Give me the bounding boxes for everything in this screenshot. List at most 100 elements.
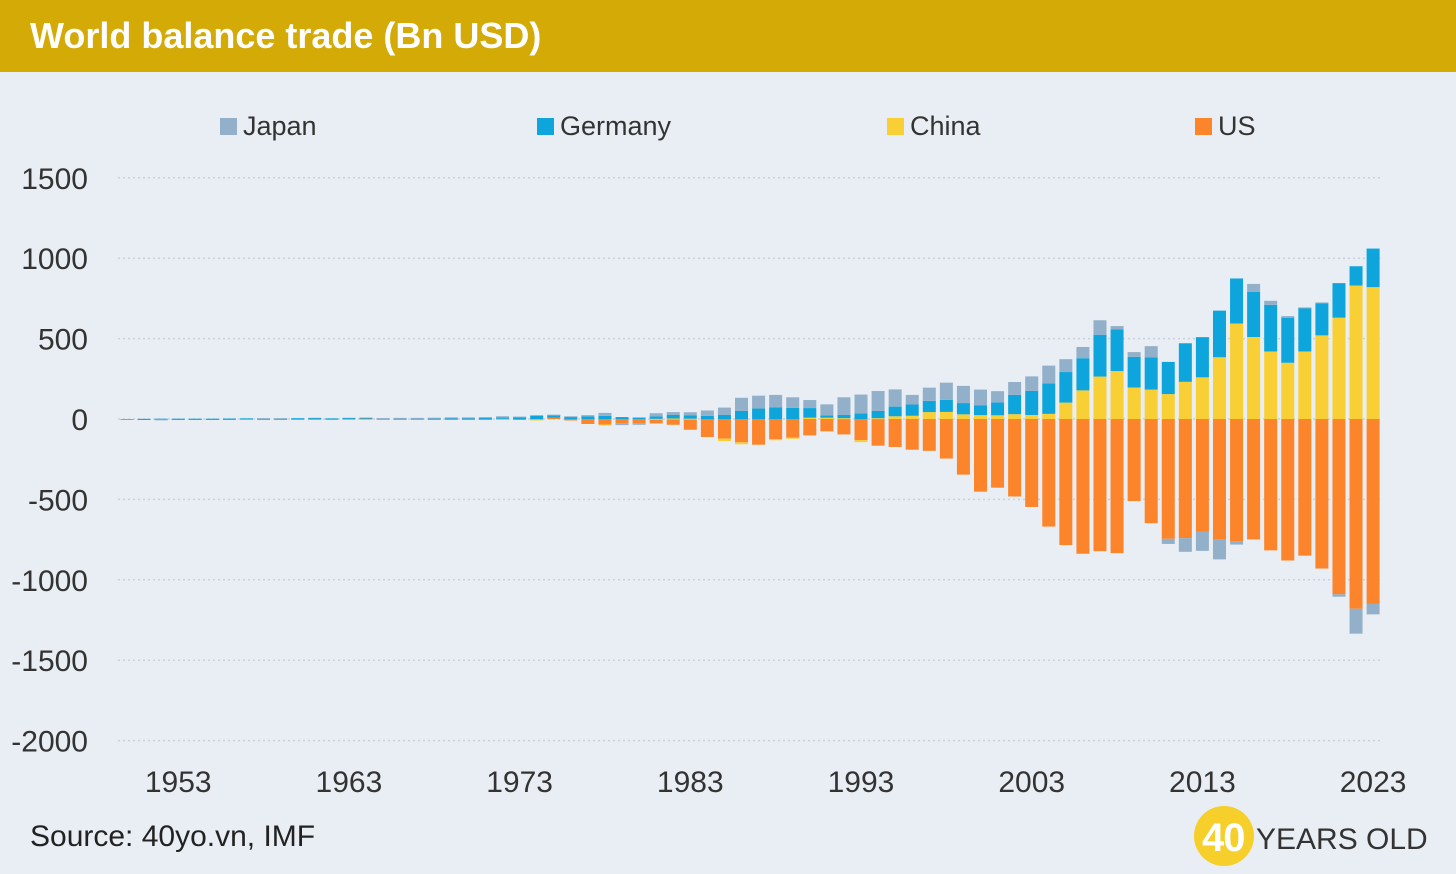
bar-japan-2000	[974, 389, 987, 406]
bar-japan-1952	[154, 419, 168, 421]
bar-japan-2019	[1298, 307, 1312, 309]
bar-us-2005	[1059, 419, 1073, 546]
bar-japan-2004	[1042, 365, 1056, 384]
bar-us-1998	[939, 419, 953, 459]
bar-germany-1975	[547, 414, 561, 418]
bar-us-2004	[1042, 419, 1056, 527]
legend-swatch-china	[887, 118, 904, 135]
bar-germany-1999	[956, 403, 970, 415]
bar-germany-1982	[666, 414, 680, 419]
bar-germany-2004	[1042, 383, 1056, 414]
bar-us-1986	[735, 419, 749, 443]
bar-japan-2018	[1281, 316, 1295, 318]
bar-germany-1996	[905, 404, 919, 416]
bar-japan-2010	[1144, 346, 1158, 358]
bar-japan-2022	[1349, 608, 1363, 634]
bar-us-2022	[1349, 419, 1363, 609]
bar-japan-2002	[1008, 382, 1022, 395]
brand-text: YEARS OLD	[1256, 823, 1428, 856]
bar-japan-1986	[735, 397, 749, 411]
bar-japan-1997	[922, 387, 936, 401]
bar-japan-2013	[1195, 531, 1209, 551]
bar-germany-1972	[496, 417, 510, 419]
bar-japan-2006	[1076, 346, 1090, 359]
bar-china-1991	[820, 417, 834, 419]
bar-us-1967	[410, 418, 424, 420]
bar-germany-1951	[137, 418, 151, 420]
bar-china-2007	[1093, 376, 1107, 419]
bar-germany-2018	[1281, 317, 1295, 363]
bar-japan-2001	[991, 391, 1005, 403]
legend-label-germany: Germany	[560, 111, 672, 141]
bar-china-1993	[854, 440, 868, 443]
bar-us-1968	[427, 419, 441, 420]
bar-japan-1961	[308, 419, 322, 420]
bar-us-1996	[905, 419, 919, 450]
bar-china-2003	[1025, 414, 1039, 419]
bar-germany-1988	[769, 407, 783, 419]
bar-germany-1985	[717, 414, 731, 419]
bar-us-1991	[820, 419, 834, 432]
bar-japan-2020	[1315, 302, 1329, 304]
bar-germany-1993	[854, 413, 868, 419]
bar-germany-1989	[786, 407, 800, 419]
bar-us-1966	[393, 418, 407, 420]
bar-china-1999	[956, 414, 970, 419]
bar-germany-2022	[1349, 266, 1363, 286]
bar-germany-1973	[513, 417, 527, 419]
bar-japan-1985	[717, 407, 731, 415]
bar-china-1990	[803, 417, 817, 419]
bar-japan-2015	[1230, 541, 1244, 545]
bar-us-1958	[257, 419, 271, 420]
bar-china-2009	[1127, 387, 1141, 419]
bar-germany-1961	[308, 417, 322, 419]
bar-us-2000	[974, 419, 987, 492]
bar-china-1988	[769, 439, 783, 441]
bar-us-1990	[803, 419, 817, 436]
bar-japan-1976	[564, 416, 578, 418]
bar-germany-1970	[461, 418, 475, 420]
chart-title: World balance trade (Bn USD)	[30, 15, 542, 56]
bars	[120, 248, 1380, 634]
bar-japan-1958	[257, 418, 271, 420]
bar-germany-2020	[1315, 303, 1329, 336]
bar-us-2002	[1008, 419, 1022, 497]
bar-us-2009	[1127, 419, 1141, 502]
bar-japan-1968	[427, 417, 441, 419]
bar-us-1997	[922, 419, 936, 451]
bar-japan-1972	[496, 416, 510, 418]
bar-us-2012	[1178, 419, 1192, 539]
bar-japan-1970	[461, 417, 475, 419]
bar-japan-1999	[956, 385, 970, 404]
bar-japan-1988	[769, 394, 783, 408]
bar-japan-1966	[393, 417, 407, 419]
bar-germany-1953	[171, 418, 185, 420]
legend-label-us: US	[1218, 111, 1256, 141]
bar-china-1972	[496, 418, 510, 420]
bar-germany-1983	[683, 415, 697, 419]
bar-japan-1991	[820, 404, 834, 416]
bar-japan-2007	[1093, 320, 1107, 335]
bar-us-1975	[547, 417, 561, 419]
bar-china-2019	[1298, 351, 1312, 419]
bar-china-2016	[1247, 336, 1261, 419]
bar-us-2017	[1264, 419, 1278, 551]
bar-us-2001	[991, 419, 1005, 488]
bar-germany-1962	[325, 418, 339, 420]
bar-us-2014	[1212, 419, 1226, 540]
bar-germany-1955	[205, 418, 219, 420]
y-axis-tick-labels: 1500 1000 500 0 -500 -1000 -1500 -2000	[11, 163, 88, 759]
bar-china-1978	[598, 424, 612, 426]
bar-germany-1995	[888, 406, 902, 417]
legend: Japan Germany China US	[220, 111, 1256, 141]
bar-japan-2016	[1247, 283, 1261, 292]
bar-japan-1992	[837, 397, 851, 415]
legend-swatch-us	[1195, 118, 1212, 135]
bar-germany-2008	[1110, 329, 1124, 372]
x-tick-label: 1973	[486, 766, 553, 799]
bar-us-1971	[478, 419, 492, 420]
bar-us-1988	[769, 419, 783, 440]
bar-japan-2011	[1161, 538, 1175, 544]
bar-us-2019	[1298, 419, 1312, 556]
bar-us-1978	[598, 419, 612, 425]
